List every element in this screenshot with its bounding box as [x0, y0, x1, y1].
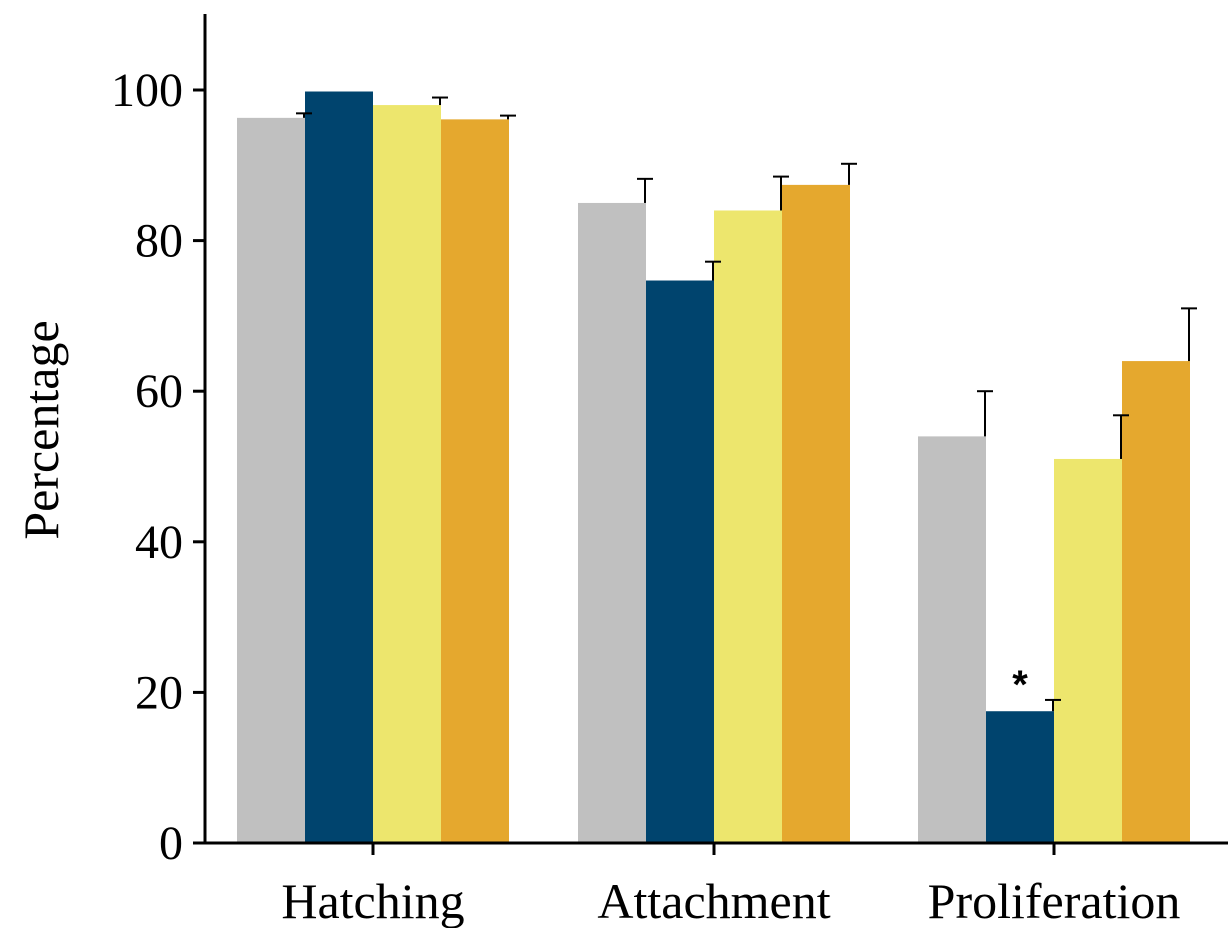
bar-hatching-series-1 [237, 117, 305, 843]
bars-layer [237, 91, 1190, 844]
x-tick-label-hatching: Hatching [281, 873, 464, 928]
x-tick-label-attachment: Attachment [597, 873, 830, 928]
annotations-layer: * [1012, 663, 1028, 707]
bar-hatching-series-3 [373, 105, 441, 843]
x-ticks-layer: Hatching Attachment Proliferation [281, 843, 1180, 928]
y-tick-label-80: 80 [135, 215, 183, 268]
x-tick-label-proliferation: Proliferation [928, 873, 1181, 928]
bar-hatching-series-4 [441, 119, 509, 843]
y-tick-label-100: 100 [111, 64, 183, 117]
y-tick-label-40: 40 [135, 516, 183, 569]
bar-attachment-series-4 [782, 184, 850, 844]
bar-attachment-series-3 [714, 210, 782, 844]
bar-hatching-series-2 [305, 91, 373, 844]
y-tick-label-20: 20 [135, 666, 183, 719]
bar-attachment-series-2 [646, 280, 714, 843]
y-tick-label-0: 0 [159, 817, 183, 870]
bar-proliferation-series-3 [1054, 458, 1122, 843]
y-ticks-layer: 0 20 40 60 80 100 [111, 64, 205, 870]
y-axis-title: Percentage [13, 320, 69, 539]
bar-proliferation-series-4 [1122, 361, 1190, 843]
bar-proliferation-series-1 [918, 436, 986, 843]
significance-marker: * [1012, 663, 1028, 707]
error-bars-layer [296, 96, 1197, 712]
y-tick-label-60: 60 [135, 365, 183, 418]
bar-proliferation-series-2 [986, 711, 1054, 843]
bar-attachment-series-1 [578, 202, 646, 843]
